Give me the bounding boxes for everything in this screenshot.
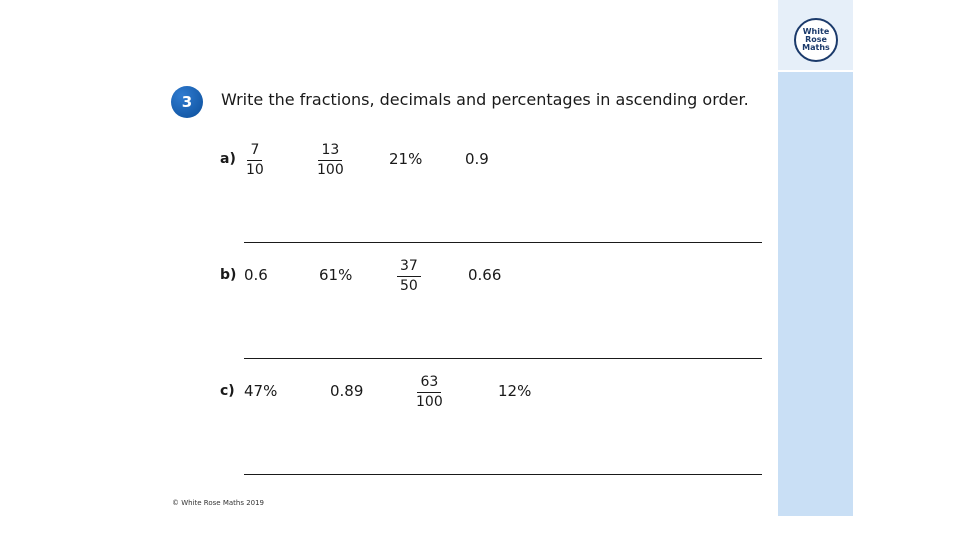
numerator: 63 (417, 375, 442, 393)
part-c-value-2: 0.89 (330, 382, 364, 400)
part-c-answer-line (244, 474, 762, 475)
denominator: 50 (400, 278, 418, 294)
part-a-label: a) (220, 151, 236, 167)
side-panel (778, 0, 853, 516)
denominator: 100 (317, 162, 344, 178)
part-c-fraction-3: 63 100 (413, 375, 446, 410)
part-b-value-4: 0.66 (468, 266, 502, 284)
part-a-answer-line (244, 242, 762, 243)
part-c-value-4: 12% (498, 382, 532, 400)
part-b-answer-line (244, 358, 762, 359)
part-b-value-2: 61% (319, 266, 353, 284)
part-b-label: b) (220, 267, 237, 283)
logo-line-3: Maths (802, 43, 830, 52)
denominator: 100 (416, 394, 443, 410)
part-b-fraction-3: 37 50 (397, 259, 421, 294)
part-a-value-3: 21% (389, 150, 423, 168)
part-a-value-4: 0.9 (465, 150, 489, 168)
numerator: 37 (397, 259, 421, 277)
white-rose-maths-logo: White Rose Maths (794, 18, 838, 62)
part-c-value-1: 47% (244, 382, 278, 400)
part-b-value-1: 0.6 (244, 266, 268, 284)
part-a-fraction-1: 7 10 (243, 143, 267, 178)
numerator: 13 (318, 143, 343, 161)
question-number-badge: 3 (171, 86, 203, 118)
copyright-text: © White Rose Maths 2019 (172, 499, 265, 507)
logo-line-2: Rose (805, 35, 827, 44)
part-a-fraction-2: 13 100 (314, 143, 347, 178)
numerator: 7 (247, 143, 263, 161)
question-text: Write the fractions, decimals and percen… (221, 90, 749, 109)
logo-line-1: White (802, 27, 830, 36)
denominator: 10 (246, 162, 264, 178)
part-c-label: c) (220, 383, 235, 399)
